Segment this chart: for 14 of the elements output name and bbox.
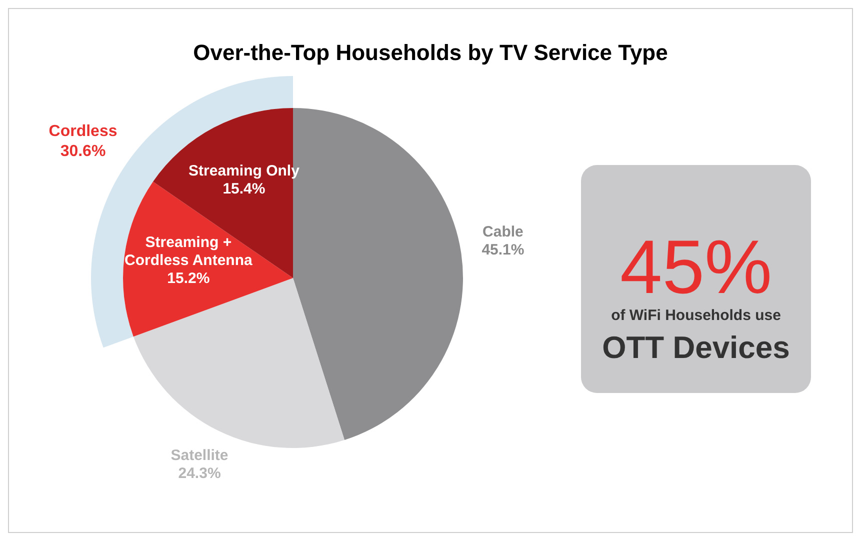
text: of WiFi Households use <box>611 307 781 324</box>
data-label: 24.3% <box>178 464 221 482</box>
data-label: 15.2% <box>167 270 210 287</box>
text: Cordless 30.6% <box>48 123 118 160</box>
text: 45% <box>620 225 772 310</box>
pie-slice <box>123 182 293 337</box>
chart-title: Over-the-Top Households by TV Service Type <box>193 40 668 65</box>
slice-label: Satellite <box>170 446 228 464</box>
slice-label: Cable <box>482 223 524 240</box>
text: OTT Devices <box>602 330 790 365</box>
slice-label: Streaming Only <box>188 162 300 180</box>
data-label: 45.1% <box>482 241 524 258</box>
slice-label: Streaming + Cordless Antenna <box>124 234 253 269</box>
data-label: 15.4% <box>222 180 266 198</box>
